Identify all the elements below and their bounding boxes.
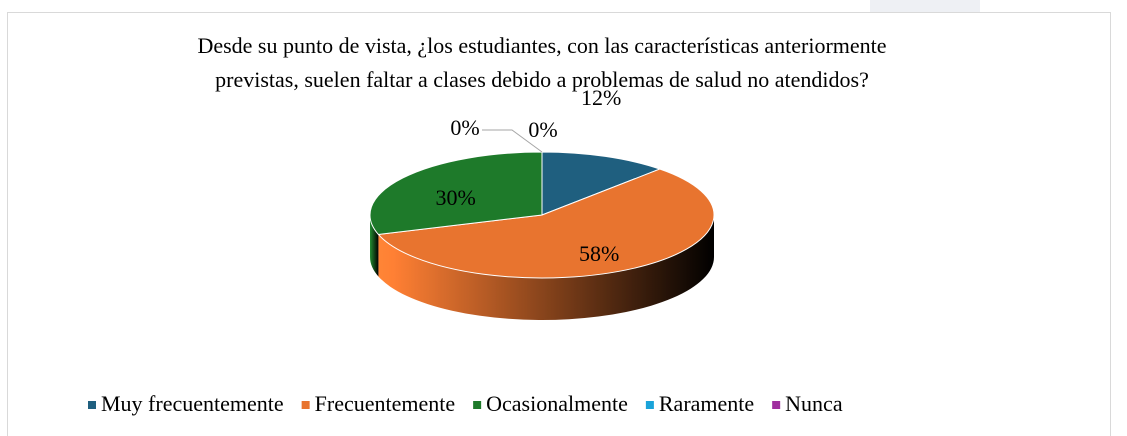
legend-swatch (772, 401, 781, 409)
chart-title: Desde su punto de vista, ¿los estudiante… (197, 33, 886, 58)
slice-side (370, 215, 379, 277)
data-label: 12% (581, 85, 621, 110)
data-label: 0% (528, 117, 557, 142)
slice (541, 151, 662, 216)
legend-label: Muy frecuentemente (101, 391, 284, 416)
legend-swatch (645, 401, 654, 409)
data-label: 58% (579, 241, 619, 266)
data-label: 30% (436, 185, 476, 210)
legend-label: Ocasionalmente (486, 391, 628, 416)
legend-label: Nunca (785, 391, 843, 416)
leader-line (482, 129, 543, 153)
legend-label: Raramente (659, 391, 754, 416)
legend-swatch (473, 401, 482, 409)
slice-side (378, 215, 714, 321)
legend-swatch (88, 401, 96, 409)
legend-swatch (301, 401, 310, 409)
legend-label: Frecuentemente (315, 391, 456, 416)
data-label: 0% (450, 115, 479, 140)
background-tab (870, 0, 980, 12)
slice (369, 151, 543, 235)
chart-title: previstas, suelen faltar a clases debido… (215, 67, 869, 92)
slice (377, 168, 715, 279)
